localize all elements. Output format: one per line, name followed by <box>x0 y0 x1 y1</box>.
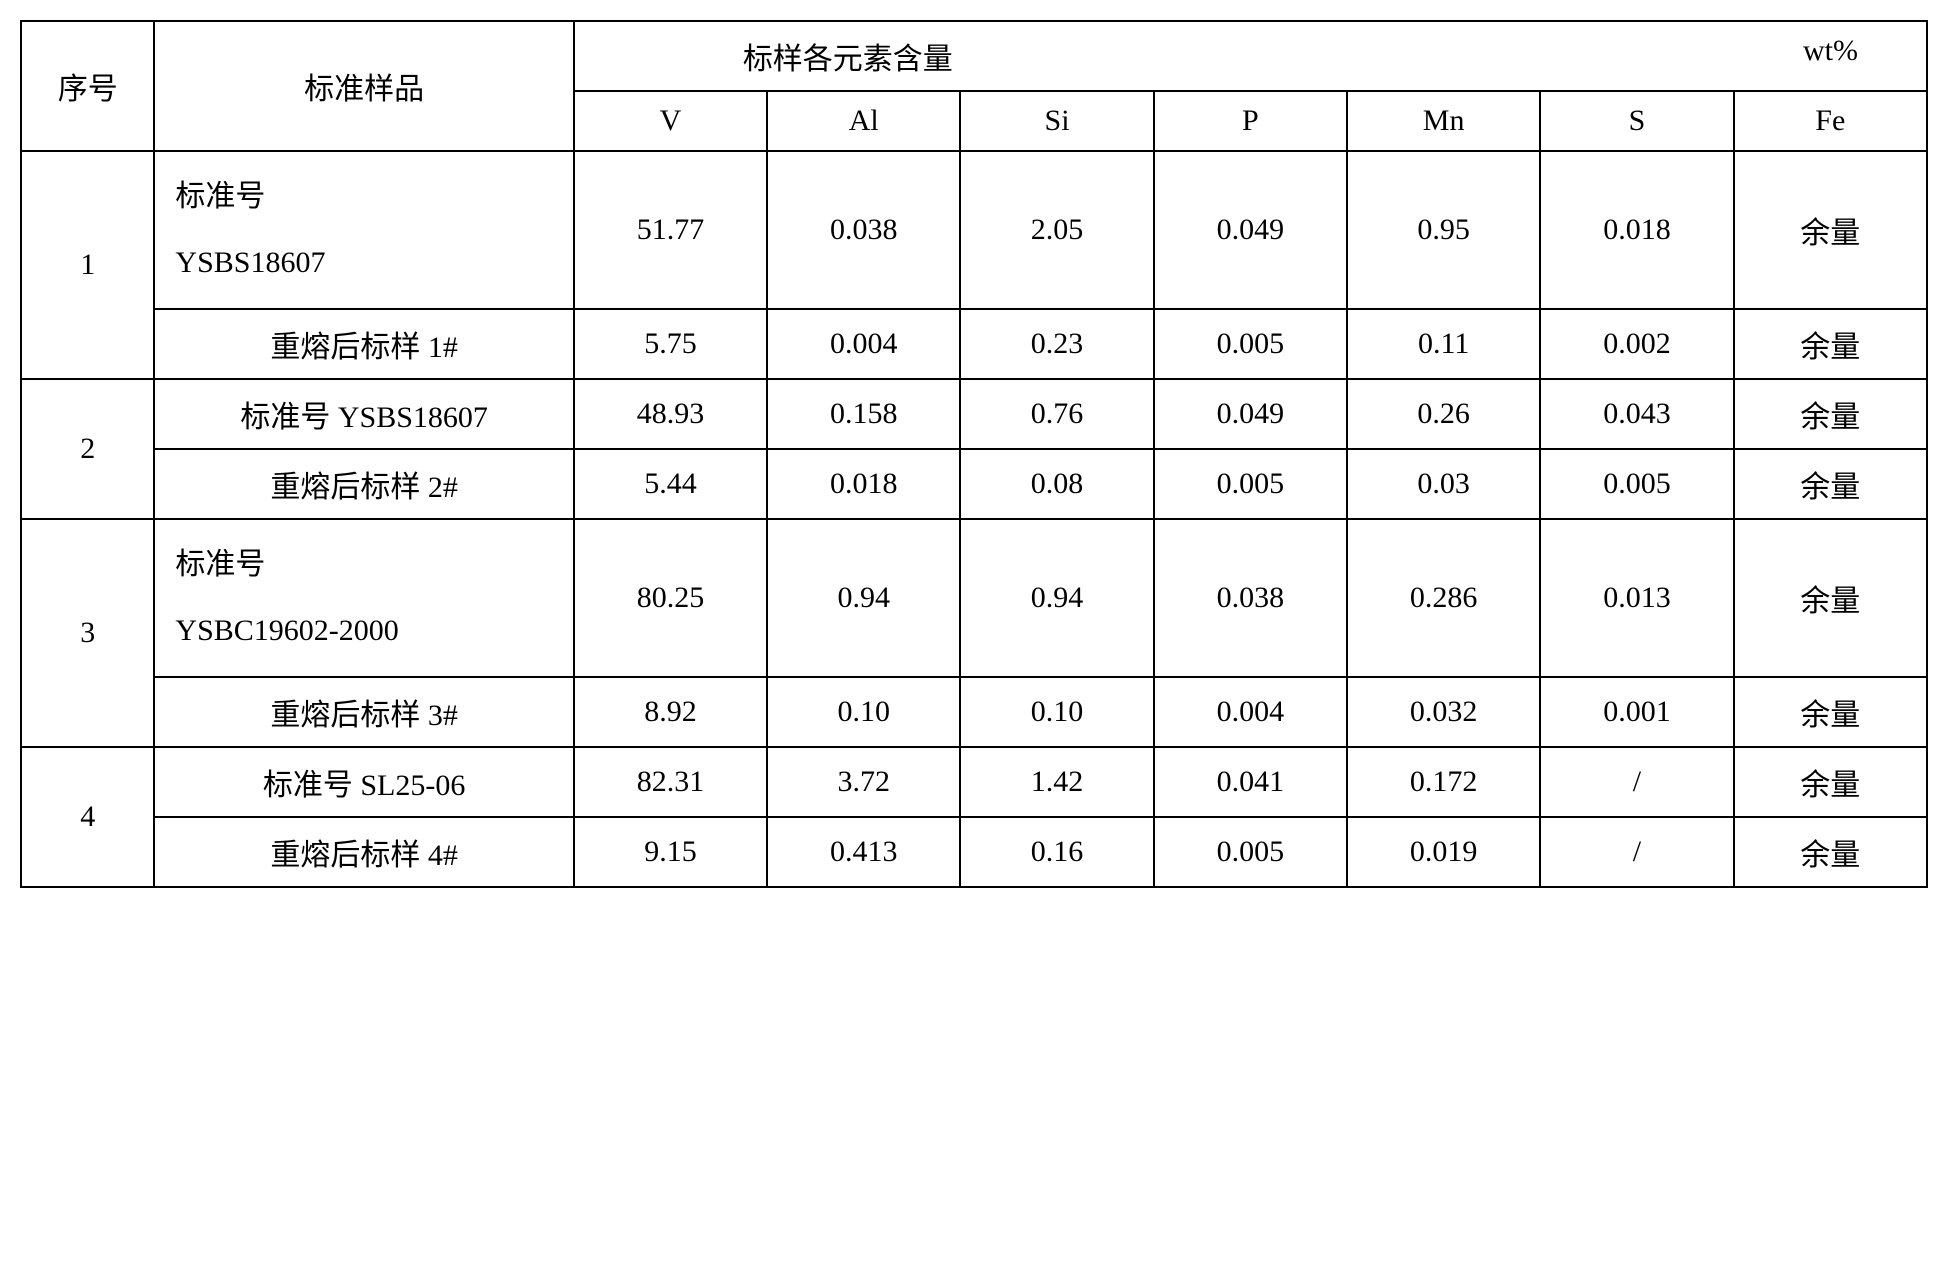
data-cell: 0.041 <box>1154 747 1347 817</box>
sample-cell: 标准号 YSBS18607 <box>154 151 573 309</box>
header-col-s: S <box>1540 91 1733 151</box>
data-cell: 0.413 <box>767 817 960 887</box>
data-cell: 0.043 <box>1540 379 1733 449</box>
data-cell: 余量 <box>1734 747 1927 817</box>
data-cell: / <box>1540 817 1733 887</box>
header-col-si: Si <box>960 91 1153 151</box>
sample-cell: 重熔后标样 4# <box>154 817 573 887</box>
data-cell: 8.92 <box>574 677 767 747</box>
sample-label-line: YSBS18607 <box>175 246 325 279</box>
table-row: 4 标准号 SL25-06 82.31 3.72 1.42 0.041 0.17… <box>21 747 1927 817</box>
table-row: 重熔后标样 1# 5.75 0.004 0.23 0.005 0.11 0.00… <box>21 309 1927 379</box>
table-row: 重熔后标样 2# 5.44 0.018 0.08 0.005 0.03 0.00… <box>21 449 1927 519</box>
data-cell: 0.004 <box>767 309 960 379</box>
data-cell: 0.004 <box>1154 677 1347 747</box>
data-cell: 余量 <box>1734 677 1927 747</box>
data-cell: 0.005 <box>1154 309 1347 379</box>
data-cell: 0.16 <box>960 817 1153 887</box>
data-cell: 0.002 <box>1540 309 1733 379</box>
data-cell: 0.158 <box>767 379 960 449</box>
data-cell: 余量 <box>1734 151 1927 309</box>
data-table: 序号 标准样品 标样各元素含量 wt% V Al Si P Mn S Fe 1 … <box>20 20 1928 888</box>
sample-label-line: 标准号 <box>175 180 265 213</box>
data-cell: 余量 <box>1734 379 1927 449</box>
data-cell: 0.049 <box>1154 379 1347 449</box>
data-cell: / <box>1540 747 1733 817</box>
data-cell: 0.26 <box>1347 379 1540 449</box>
table-row: 1 标准号 YSBS18607 51.77 0.038 2.05 0.049 0… <box>21 151 1927 309</box>
data-cell: 80.25 <box>574 519 767 677</box>
header-row-1: 序号 标准样品 标样各元素含量 wt% <box>21 21 1927 91</box>
data-cell: 0.005 <box>1540 449 1733 519</box>
header-group-left: 标样各元素含量 <box>743 34 953 78</box>
header-group: 标样各元素含量 wt% <box>574 21 1927 91</box>
data-cell: 51.77 <box>574 151 767 309</box>
data-cell: 余量 <box>1734 519 1927 677</box>
data-cell: 0.172 <box>1347 747 1540 817</box>
data-cell: 余量 <box>1734 449 1927 519</box>
data-cell: 0.038 <box>1154 519 1347 677</box>
data-cell: 0.001 <box>1540 677 1733 747</box>
data-cell: 3.72 <box>767 747 960 817</box>
seq-cell: 1 <box>21 151 154 379</box>
table-row: 3 标准号 YSBC19602-2000 80.25 0.94 0.94 0.0… <box>21 519 1927 677</box>
header-col-fe: Fe <box>1734 91 1927 151</box>
data-cell: 9.15 <box>574 817 767 887</box>
data-cell: 0.76 <box>960 379 1153 449</box>
header-col-mn: Mn <box>1347 91 1540 151</box>
data-cell: 1.42 <box>960 747 1153 817</box>
data-cell: 48.93 <box>574 379 767 449</box>
data-cell: 0.005 <box>1154 449 1347 519</box>
table-row: 2 标准号 YSBS18607 48.93 0.158 0.76 0.049 0… <box>21 379 1927 449</box>
header-col-v: V <box>574 91 767 151</box>
data-cell: 0.08 <box>960 449 1153 519</box>
data-cell: 0.018 <box>767 449 960 519</box>
sample-cell: 重熔后标样 2# <box>154 449 573 519</box>
sample-label-line: YSBC19602-2000 <box>175 614 398 647</box>
data-cell: 0.10 <box>767 677 960 747</box>
sample-cell: 标准号 YSBC19602-2000 <box>154 519 573 677</box>
header-col-al: Al <box>767 91 960 151</box>
data-cell: 0.286 <box>1347 519 1540 677</box>
sample-cell: 重熔后标样 3# <box>154 677 573 747</box>
data-cell: 0.018 <box>1540 151 1733 309</box>
data-cell: 5.44 <box>574 449 767 519</box>
data-cell: 0.94 <box>767 519 960 677</box>
data-cell: 0.10 <box>960 677 1153 747</box>
header-sample: 标准样品 <box>154 21 573 151</box>
header-seq: 序号 <box>21 21 154 151</box>
data-cell: 0.95 <box>1347 151 1540 309</box>
seq-cell: 4 <box>21 747 154 887</box>
data-cell: 0.94 <box>960 519 1153 677</box>
sample-cell: 标准号 SL25-06 <box>154 747 573 817</box>
data-cell: 2.05 <box>960 151 1153 309</box>
data-cell: 0.11 <box>1347 309 1540 379</box>
sample-label-line: 标准号 <box>175 548 265 581</box>
table-row: 重熔后标样 4# 9.15 0.413 0.16 0.005 0.019 / 余… <box>21 817 1927 887</box>
data-cell: 0.032 <box>1347 677 1540 747</box>
seq-cell: 3 <box>21 519 154 747</box>
data-cell: 0.23 <box>960 309 1153 379</box>
sample-cell: 标准号 YSBS18607 <box>154 379 573 449</box>
data-cell: 0.019 <box>1347 817 1540 887</box>
table-row: 重熔后标样 3# 8.92 0.10 0.10 0.004 0.032 0.00… <box>21 677 1927 747</box>
data-cell: 0.03 <box>1347 449 1540 519</box>
data-cell: 5.75 <box>574 309 767 379</box>
header-group-right: wt% <box>1803 34 1858 78</box>
data-cell: 余量 <box>1734 309 1927 379</box>
sample-cell: 重熔后标样 1# <box>154 309 573 379</box>
data-cell: 0.049 <box>1154 151 1347 309</box>
data-cell: 0.013 <box>1540 519 1733 677</box>
data-cell: 余量 <box>1734 817 1927 887</box>
data-cell: 0.038 <box>767 151 960 309</box>
data-cell: 82.31 <box>574 747 767 817</box>
seq-cell: 2 <box>21 379 154 519</box>
header-col-p: P <box>1154 91 1347 151</box>
data-cell: 0.005 <box>1154 817 1347 887</box>
